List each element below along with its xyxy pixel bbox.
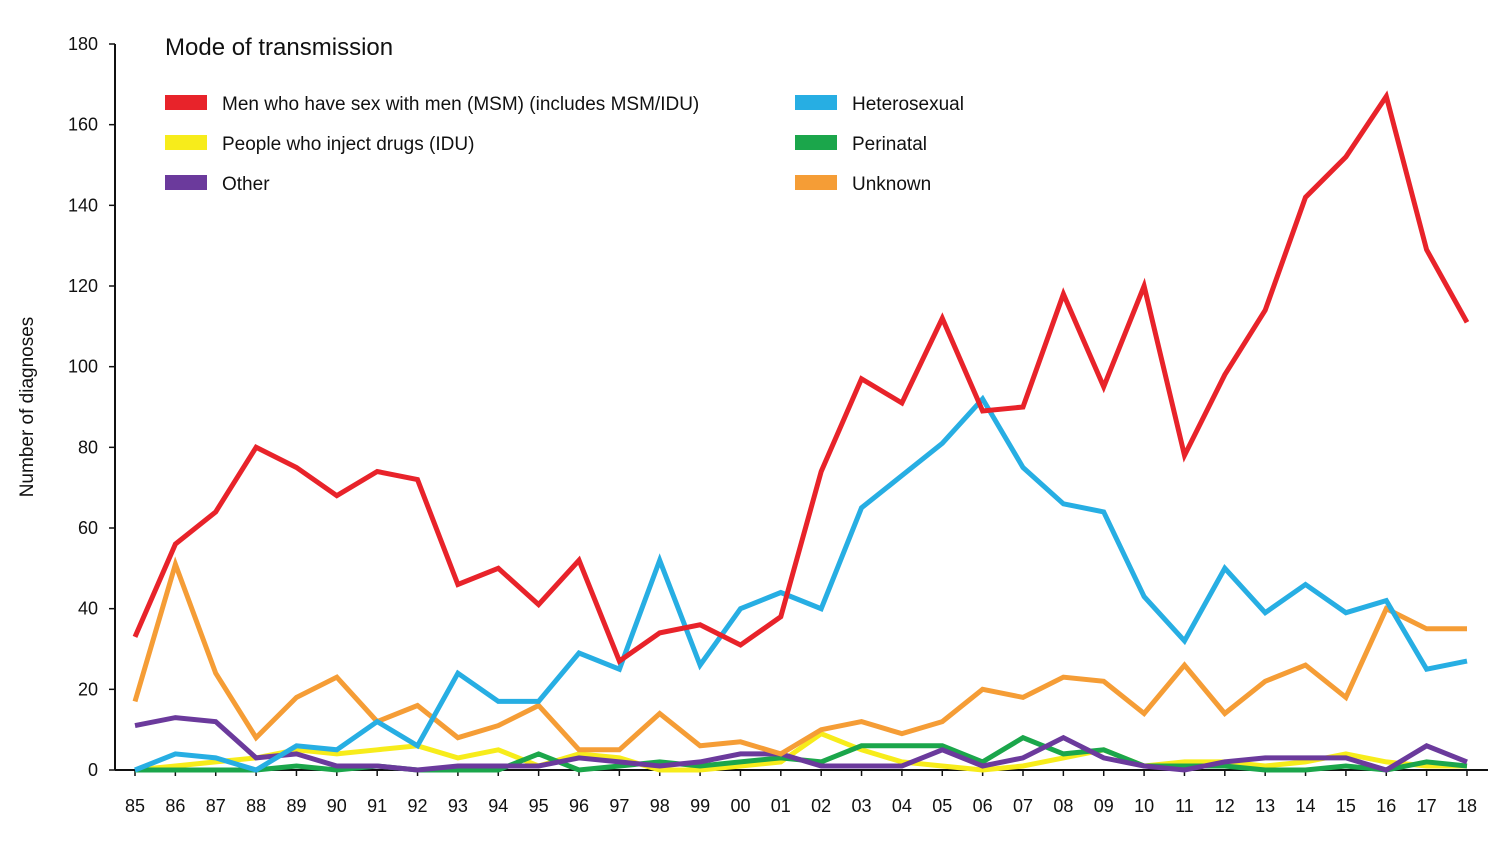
y-tick-label: 160 bbox=[68, 115, 98, 135]
y-tick-label: 180 bbox=[68, 34, 98, 54]
legend-label: Men who have sex with men (MSM) (include… bbox=[222, 94, 699, 115]
x-axis-ticks: 85 86 87 88 89 90 91 92 93 94 95 96 97 98 99 00 01 02 03 04… bbox=[125, 770, 1477, 816]
legend-label: People who inject drugs (IDU) bbox=[222, 134, 474, 155]
x-tick-label: 98 bbox=[650, 796, 670, 816]
series-line-5 bbox=[132, 556, 1467, 757]
x-tick-label: 95 bbox=[529, 796, 549, 816]
x-tick-label: 03 bbox=[852, 796, 872, 816]
y-axis-title: Number of diagnoses bbox=[17, 317, 38, 498]
x-tick-label: 99 bbox=[690, 796, 710, 816]
y-tick-label: 140 bbox=[68, 195, 98, 215]
x-tick-label: 88 bbox=[246, 796, 266, 816]
legend-items: Men who have sex with men (MSM) (include… bbox=[165, 94, 964, 195]
legend-swatch bbox=[795, 135, 837, 150]
x-tick-label: 17 bbox=[1417, 796, 1437, 816]
legend-swatch bbox=[165, 95, 207, 110]
x-tick-label: 11 bbox=[1175, 796, 1194, 816]
x-tick-label: 16 bbox=[1376, 796, 1396, 816]
legend-swatch bbox=[165, 135, 207, 150]
x-tick-label: 91 bbox=[367, 796, 387, 816]
y-tick-label: 120 bbox=[68, 276, 98, 296]
series-line-0 bbox=[132, 90, 1470, 665]
x-tick-label: 97 bbox=[609, 796, 629, 816]
x-tick-label: 06 bbox=[973, 796, 993, 816]
x-tick-label: 90 bbox=[327, 796, 347, 816]
series-line-4 bbox=[134, 715, 1468, 773]
x-tick-label: 01 bbox=[771, 796, 791, 816]
y-tick-label: 0 bbox=[88, 760, 98, 780]
y-tick-label: 40 bbox=[78, 599, 98, 619]
y-tick-label: 60 bbox=[78, 518, 98, 538]
x-tick-label: 00 bbox=[730, 796, 750, 816]
x-tick-label: 15 bbox=[1336, 796, 1356, 816]
legend-label: Perinatal bbox=[852, 134, 927, 155]
legend-label: Heterosexual bbox=[852, 94, 964, 115]
x-tick-label: 08 bbox=[1053, 796, 1073, 816]
y-tick-label: 100 bbox=[68, 357, 98, 377]
legend-swatch bbox=[165, 175, 207, 190]
x-tick-label: 09 bbox=[1094, 796, 1114, 816]
series-lines bbox=[132, 90, 1470, 773]
legend-title: Mode of transmission bbox=[165, 34, 393, 61]
legend-label: Unknown bbox=[852, 174, 931, 195]
legend: Mode of transmission Men who have sex wi… bbox=[165, 34, 964, 195]
x-tick-label: 10 bbox=[1134, 796, 1154, 816]
y-tick-label: 20 bbox=[78, 679, 98, 699]
x-tick-label: 94 bbox=[488, 796, 508, 816]
x-tick-label: 86 bbox=[165, 796, 185, 816]
x-tick-label: 04 bbox=[892, 796, 912, 816]
x-tick-label: 12 bbox=[1215, 796, 1235, 816]
x-tick-label: 02 bbox=[811, 796, 831, 816]
series-line-1 bbox=[134, 394, 1468, 773]
x-tick-label: 89 bbox=[286, 796, 306, 816]
legend-label: Other bbox=[222, 174, 270, 195]
series-line-2 bbox=[134, 730, 1467, 773]
y-tick-label: 80 bbox=[78, 437, 98, 457]
legend-swatch bbox=[795, 95, 837, 110]
x-tick-label: 13 bbox=[1255, 796, 1275, 816]
x-tick-label: 92 bbox=[408, 796, 428, 816]
x-tick-label: 85 bbox=[125, 796, 145, 816]
x-tick-label: 07 bbox=[1013, 796, 1033, 816]
x-tick-label: 14 bbox=[1296, 796, 1316, 816]
x-tick-label: 93 bbox=[448, 796, 468, 816]
x-tick-label: 18 bbox=[1457, 796, 1477, 816]
legend-swatch bbox=[795, 175, 837, 190]
x-tick-label: 87 bbox=[206, 796, 226, 816]
x-tick-label: 96 bbox=[569, 796, 589, 816]
y-axis-ticks: 0 20 40 60 80 100 120 140 160 180 bbox=[68, 34, 115, 780]
x-tick-label: 05 bbox=[932, 796, 952, 816]
